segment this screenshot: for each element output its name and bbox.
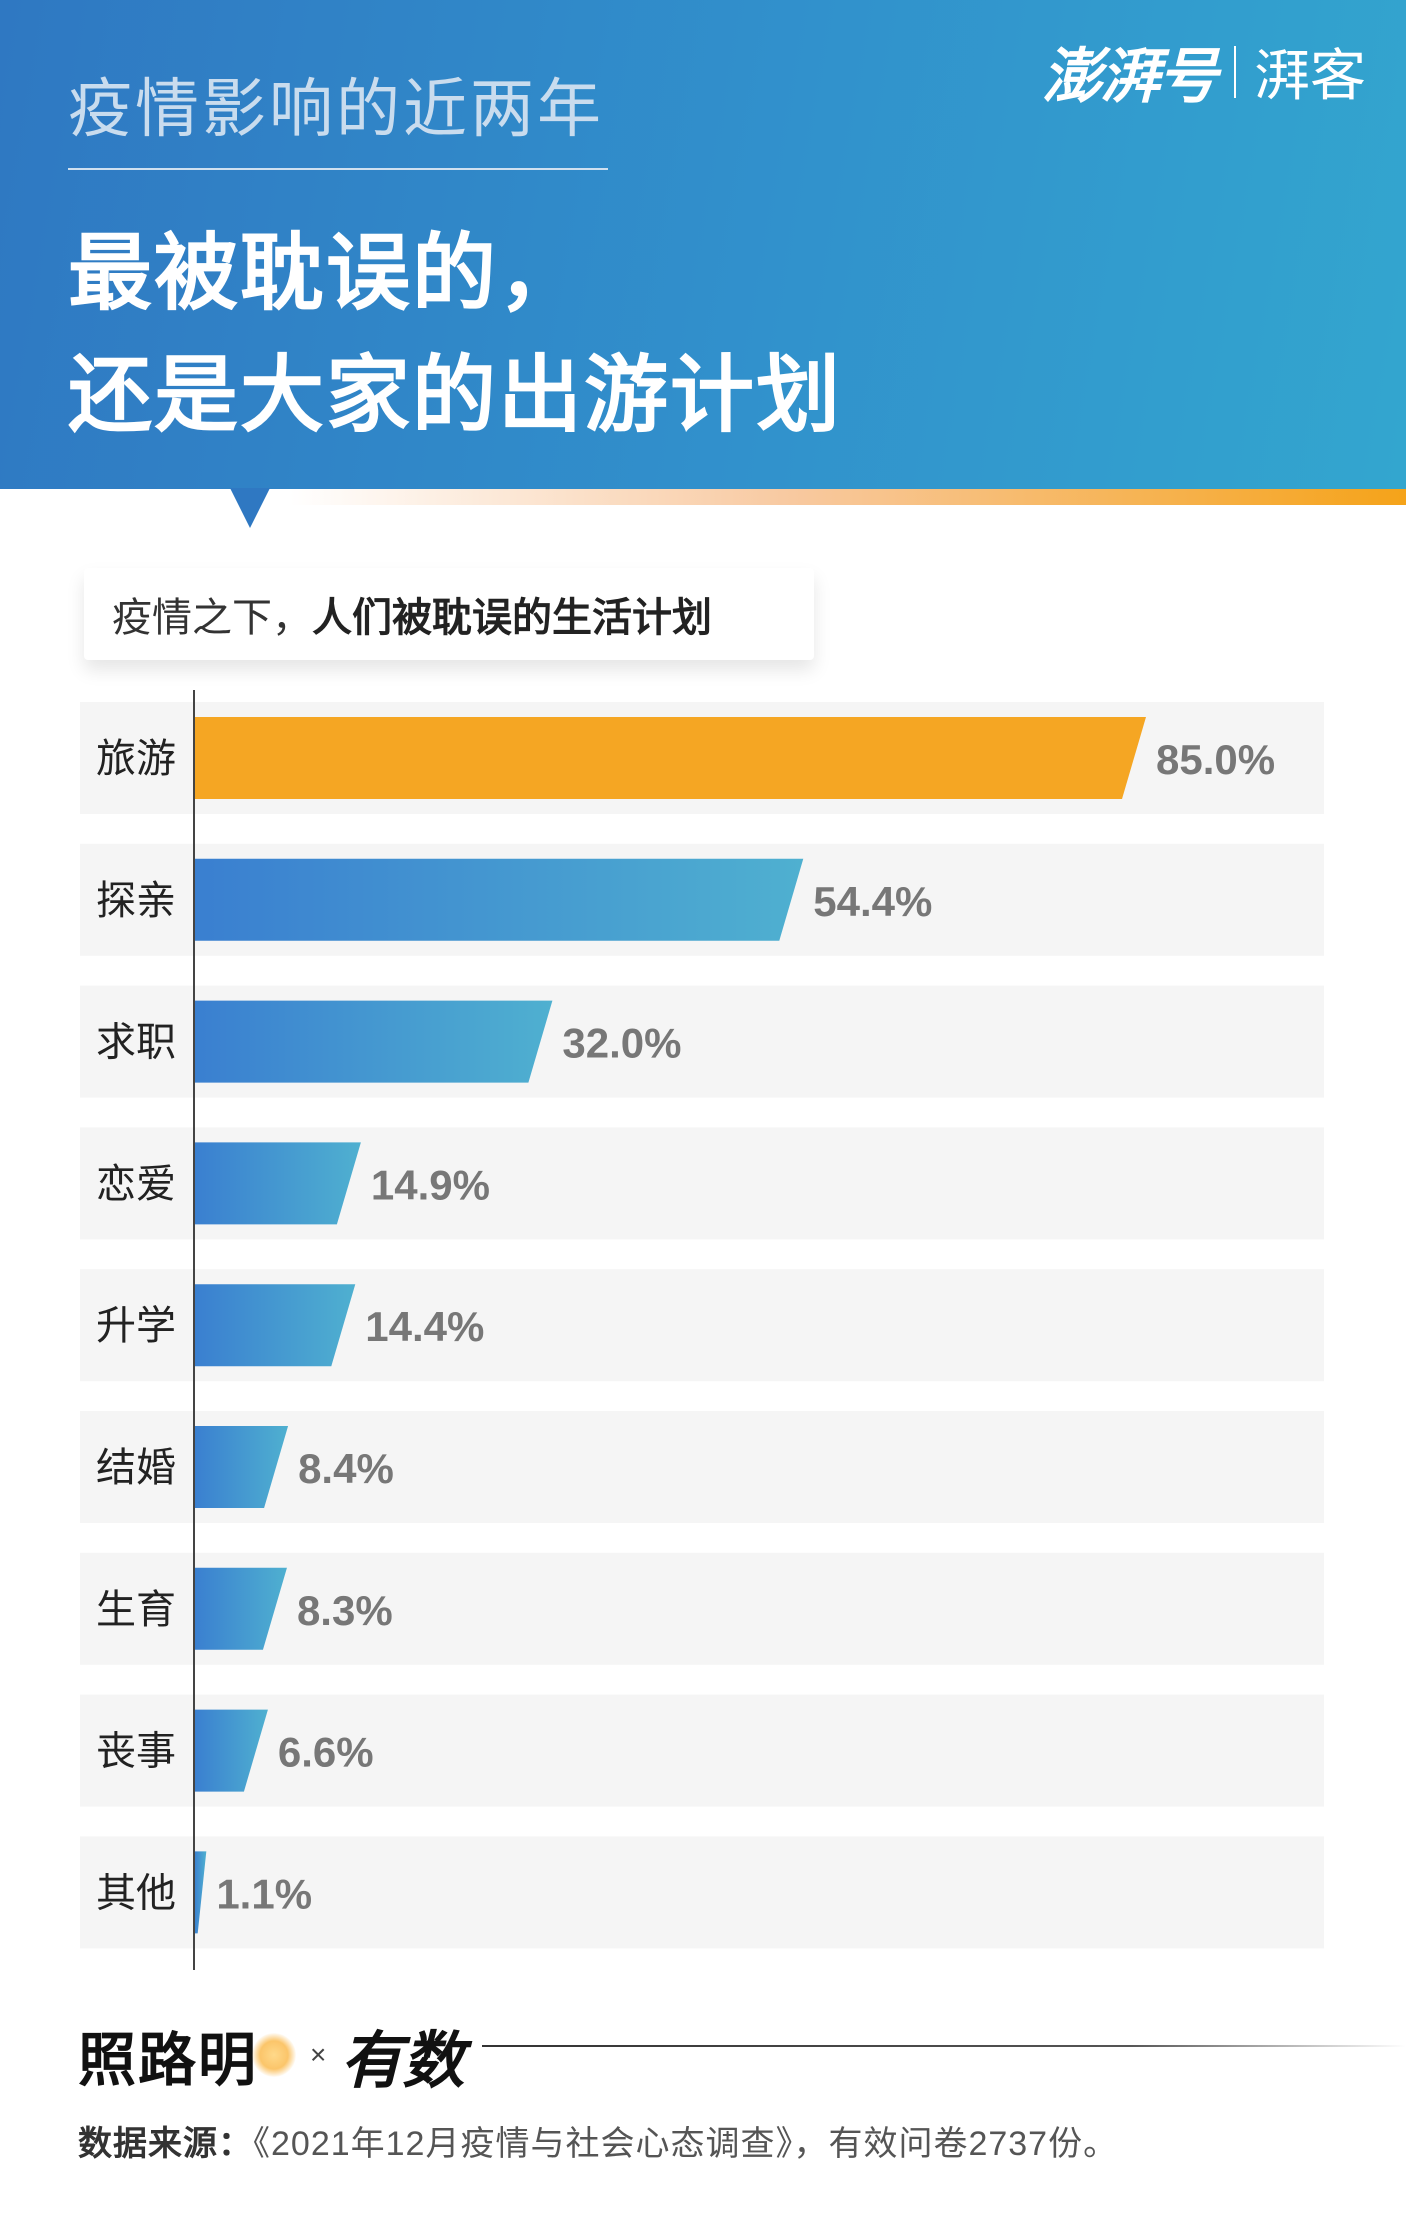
footer-logos: 照路明 × 有数 bbox=[78, 2010, 464, 2100]
logo-main-text: 澎湃号 bbox=[1042, 43, 1218, 110]
subtitle-bold: 人们被耽误的生活计划 bbox=[312, 596, 712, 640]
value-label: 54.4% bbox=[813, 878, 932, 925]
sun-glow-icon bbox=[252, 2033, 297, 2077]
headline-line-2: 还是大家的出游计划 bbox=[68, 348, 843, 442]
value-label: 8.3% bbox=[297, 1587, 393, 1634]
bar bbox=[194, 717, 1146, 799]
value-label: 32.0% bbox=[562, 1020, 681, 1067]
logo-sub-text: 湃客 bbox=[1254, 44, 1366, 109]
logo-divider bbox=[1234, 45, 1236, 98]
row-background bbox=[80, 1411, 1324, 1523]
data-source: 数据来源：《2021年12月疫情与社会心态调查》，有效问卷2737份。 bbox=[78, 2116, 1118, 2165]
bar bbox=[194, 1142, 361, 1225]
category-label: 旅游 bbox=[96, 737, 176, 781]
bar bbox=[194, 1709, 268, 1792]
brand-logo-zhaoluming: 照路明 bbox=[78, 2028, 259, 2093]
row-background bbox=[80, 1552, 1324, 1665]
category-label: 丧事 bbox=[96, 1730, 176, 1774]
publisher-logo: 澎湃号 湃客 bbox=[1042, 28, 1366, 115]
bar bbox=[194, 1567, 287, 1650]
kicker-divider bbox=[68, 168, 608, 170]
source-label: 数据来源： bbox=[78, 2125, 253, 2163]
value-label: 85.0% bbox=[1156, 736, 1275, 783]
brand-logo-youshu: 有数 bbox=[340, 2027, 465, 2096]
bar-chart: 旅游 85.0% 探亲 54.4% 求职 32.0% 恋爱 14.9% 升学 14.4% 结婚 8.4… bbox=[80, 690, 1324, 1970]
value-label: 1.1% bbox=[216, 1870, 312, 1917]
row-background bbox=[80, 1836, 1324, 1949]
headline-line-1: 最被耽误的， bbox=[68, 226, 585, 320]
value-label: 8.4% bbox=[298, 1445, 394, 1492]
category-label: 探亲 bbox=[96, 879, 176, 923]
footer-divider bbox=[482, 2045, 1406, 2047]
category-label: 生育 bbox=[96, 1588, 176, 1632]
bar bbox=[194, 1284, 356, 1367]
subtitle-prefix: 疫情之下， bbox=[112, 596, 312, 640]
bar bbox=[194, 1851, 207, 1934]
chart-subtitle: 疫情之下， 人们被耽误的生活计划 bbox=[84, 568, 814, 660]
category-label: 恋爱 bbox=[96, 1162, 176, 1206]
kicker-text: 疫情影响的近两年 bbox=[68, 73, 604, 145]
category-label: 求职 bbox=[96, 1021, 176, 1065]
source-text: 《2021年12月疫情与社会心态调查》，有效问卷2737份。 bbox=[253, 2125, 1119, 2163]
category-label: 结婚 bbox=[96, 1446, 176, 1490]
header-banner: 疫情影响的近两年 最被耽误的， 还是大家的出游计划 澎湃号 湃客 bbox=[0, 0, 1406, 489]
bar bbox=[194, 858, 804, 941]
value-label: 6.6% bbox=[278, 1729, 374, 1776]
accent-stripe bbox=[290, 489, 1406, 505]
value-label: 14.4% bbox=[365, 1303, 484, 1350]
bar bbox=[194, 1426, 289, 1508]
category-label: 其他 bbox=[96, 1871, 176, 1915]
value-label: 14.9% bbox=[371, 1161, 490, 1208]
times-symbol: × bbox=[310, 2039, 327, 2070]
bar bbox=[194, 1000, 553, 1083]
row-background bbox=[80, 1694, 1324, 1807]
header-pointer bbox=[230, 488, 270, 528]
category-label: 升学 bbox=[96, 1304, 176, 1348]
